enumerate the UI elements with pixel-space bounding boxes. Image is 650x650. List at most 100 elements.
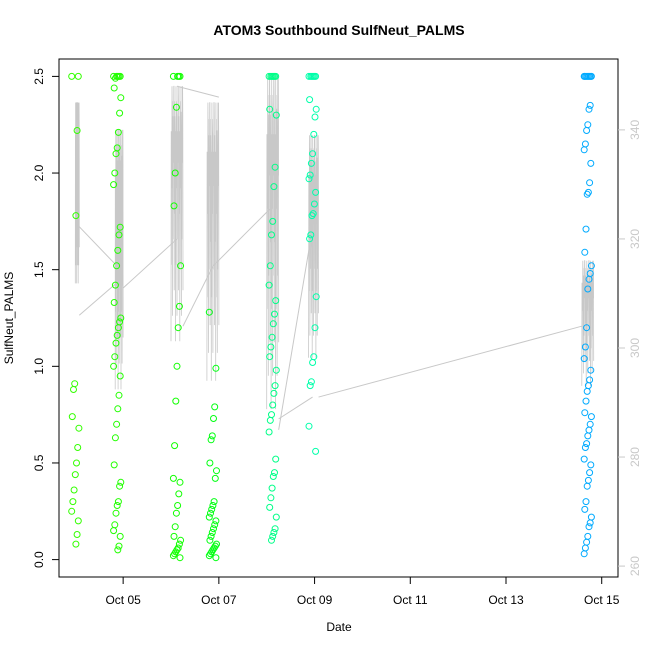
- data-point-c6-19: [581, 248, 589, 256]
- y-tick-label-0: 0.0: [32, 551, 46, 568]
- data-point-c3-3: [210, 415, 217, 422]
- secondary-line-4: [122, 238, 178, 289]
- data-point-c0-2: [73, 127, 81, 134]
- data-point-c5-23: [309, 359, 317, 366]
- data-point-c4-16: [269, 320, 277, 328]
- data-point-c0-3: [72, 212, 80, 220]
- data-point-c4-32: [266, 503, 274, 511]
- data-point-c6-39: [580, 455, 588, 463]
- secondary-profile-13: [308, 134, 320, 358]
- scatter-points: [68, 72, 595, 562]
- data-point-c1-14: [116, 223, 124, 231]
- data-point-c4-12: [266, 262, 274, 270]
- data-point-c6-9: [585, 105, 593, 113]
- x-axis-label: Date: [326, 620, 352, 634]
- y-tick-label-5: 2.5: [32, 68, 46, 85]
- data-point-c4-24: [268, 411, 275, 419]
- data-point-c1-4: [113, 72, 121, 80]
- data-point-c4-28: [271, 469, 278, 477]
- data-point-c6-37: [583, 440, 591, 448]
- data-point-c2-14: [176, 478, 184, 486]
- data-point-c4-9: [270, 183, 278, 191]
- data-point-c5-26: [305, 422, 313, 430]
- data-point-c4-36: [269, 532, 277, 540]
- data-point-c6-33: [587, 413, 595, 421]
- data-point-c5-25: [306, 382, 314, 390]
- x-tick-label-2: Oct 09: [297, 593, 333, 607]
- y-tick-label-2: 1.0: [32, 358, 46, 375]
- data-point-c5-27: [312, 447, 320, 455]
- chart-title: ATOM3 Southbound SulfNeut_PALMS: [213, 22, 464, 38]
- data-point-c1-23: [113, 331, 121, 339]
- data-point-c3-12: [207, 509, 214, 517]
- y-axis-label: SulfNeut_PALMS: [2, 272, 16, 365]
- data-point-c4-35: [270, 529, 278, 536]
- x-tick-label-0: Oct 05: [105, 593, 141, 607]
- data-point-c4-23: [269, 401, 277, 409]
- data-point-c1-37: [112, 509, 120, 517]
- data-point-c3-16: [210, 525, 217, 533]
- data-point-c4-18: [267, 343, 275, 351]
- data-point-c6-43: [583, 482, 591, 490]
- data-point-c3-17: [208, 529, 216, 536]
- y-tick-label-1: 0.5: [32, 454, 46, 471]
- data-point-c1-11: [112, 150, 120, 158]
- data-point-c0-5: [70, 386, 77, 393]
- data-point-c4-31: [267, 494, 275, 502]
- data-point-c4-5: [267, 72, 275, 80]
- data-point-c1-30: [113, 420, 121, 428]
- data-point-c0-4: [71, 380, 79, 388]
- secondary-profile-10: [266, 75, 280, 410]
- data-point-c4-19: [266, 353, 274, 361]
- data-point-c6-30: [583, 387, 591, 395]
- data-point-c0-15: [73, 531, 81, 538]
- data-point-c1-19: [110, 299, 118, 306]
- data-point-c4-29: [269, 473, 277, 480]
- data-point-c4-37: [268, 536, 275, 544]
- data-point-c2-16: [174, 502, 182, 509]
- data-point-c3-18: [207, 532, 215, 540]
- data-point-c1-40: [116, 532, 124, 540]
- secondary-line-14: [318, 325, 582, 398]
- data-point-c1-33: [117, 478, 125, 486]
- data-point-c1-24: [112, 339, 120, 347]
- data-point-c2-17: [172, 509, 180, 517]
- data-point-c4-22: [270, 389, 278, 397]
- data-point-c6-11: [583, 127, 591, 134]
- data-point-c6-27: [587, 366, 595, 374]
- data-point-c0-7: [75, 424, 83, 432]
- data-point-c4-13: [265, 281, 273, 289]
- data-point-c2-3: [174, 72, 182, 80]
- y-tick-label-3: 1.5: [32, 261, 46, 278]
- data-point-c1-39: [110, 527, 118, 535]
- data-point-c6-51: [581, 544, 589, 552]
- data-point-c6-38: [581, 444, 589, 451]
- data-point-c4-8: [271, 163, 279, 171]
- data-point-c6-17: [583, 190, 591, 198]
- data-point-c1-29: [114, 405, 122, 413]
- data-point-c1-42: [114, 546, 122, 554]
- data-point-c1-9: [114, 128, 122, 136]
- data-point-c5-15: [310, 200, 318, 208]
- y-tick-label-4: 2.0: [32, 164, 46, 181]
- data-point-c1-13: [110, 181, 118, 189]
- data-point-c6-34: [586, 420, 594, 428]
- data-point-c6-26: [580, 355, 588, 363]
- data-point-c3-9: [210, 498, 218, 506]
- data-point-c6-20: [587, 262, 595, 270]
- data-point-c2-25: [171, 550, 179, 558]
- data-point-c6-18: [582, 225, 590, 233]
- data-point-c6-35: [585, 426, 593, 434]
- data-point-c2-11: [172, 397, 180, 405]
- data-point-c3-2: [211, 403, 219, 411]
- x-tick-label-5: Oct 15: [584, 593, 620, 607]
- data-point-c6-13: [580, 146, 588, 154]
- data-point-c2-13: [169, 474, 177, 482]
- data-point-c6-45: [581, 505, 589, 513]
- data-point-c4-11: [268, 231, 275, 239]
- secondary-profile-8: [206, 102, 220, 381]
- data-point-c3-6: [206, 459, 214, 467]
- x-axis: Oct 05 Oct 07 Oct 09 Oct 11 Oct 13 Oct 15: [105, 576, 620, 607]
- data-point-c4-34: [271, 525, 279, 533]
- data-point-c6-28: [586, 376, 594, 384]
